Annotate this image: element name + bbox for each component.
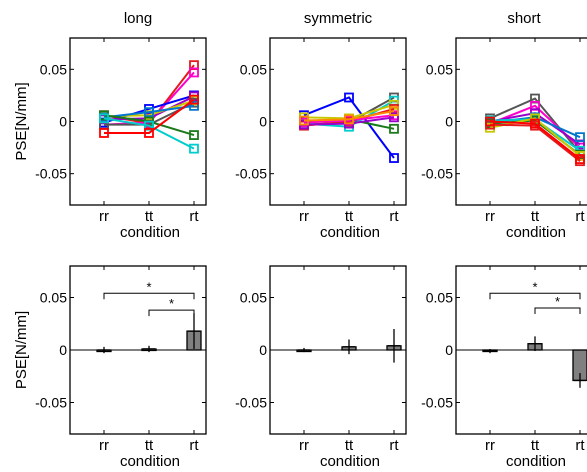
- y-tick-label: 0.05: [426, 290, 453, 306]
- y-axis-label: PSE[N/mm]: [13, 82, 30, 160]
- series-line: [103, 117, 195, 150]
- x-axis-label: condition: [120, 224, 180, 241]
- significance-star: *: [169, 296, 174, 311]
- x-tick-label: tt: [345, 437, 354, 454]
- y-tick-label: -0.05: [421, 166, 453, 182]
- y-tick-label: 0.05: [240, 290, 267, 306]
- data-point-marker: [389, 153, 399, 163]
- x-tick-label: rt: [389, 437, 399, 454]
- x-axis-label: condition: [506, 453, 566, 470]
- x-tick-label: tt: [531, 437, 540, 454]
- panel-title: symmetric: [304, 10, 373, 27]
- y-axis-label: PSE[N/mm]: [13, 311, 30, 389]
- significance-bracket: [534, 307, 581, 314]
- panel-short: short 0.05 0 -0.05 rr tt rt condition: [421, 10, 587, 241]
- series-line: [104, 98, 195, 134]
- x-axis-label: condition: [320, 224, 380, 241]
- x-tick-label: rt: [189, 437, 199, 454]
- x-tick-label: tt: [145, 437, 154, 454]
- y-tick-label: 0: [445, 114, 453, 130]
- y-tick-label: 0.05: [240, 61, 267, 77]
- x-tick-label: rr: [485, 208, 495, 225]
- data-point-marker: [389, 106, 399, 116]
- y-tick-label: -0.05: [235, 395, 267, 411]
- data-point-marker: [389, 112, 399, 123]
- y-tick-label: 0: [259, 114, 267, 130]
- y-tick-label: 0: [445, 342, 453, 358]
- panel-bar-3: 0.05 0 -0.05 rr tt rt condition * *: [421, 265, 587, 470]
- y-tick-label: 0.05: [40, 61, 67, 77]
- x-tick-label: rr: [99, 208, 109, 225]
- data-point-marker: [530, 118, 540, 129]
- series-line: [303, 96, 395, 159]
- data-point-marker: [485, 116, 495, 127]
- y-tick-label: -0.05: [35, 166, 67, 182]
- significance-star: *: [532, 279, 537, 294]
- significance-bracket: [103, 292, 195, 300]
- significance-star: *: [555, 294, 560, 309]
- x-tick-label: rr: [99, 437, 109, 454]
- data-point-marker: [99, 113, 109, 124]
- x-tick-label: tt: [345, 208, 354, 225]
- x-axis-label: condition: [506, 224, 566, 241]
- x-tick-label: rt: [189, 208, 199, 225]
- data-point-marker: [344, 92, 354, 103]
- data-point-marker: [389, 123, 399, 134]
- data-point-marker: [189, 94, 199, 105]
- data-point-marker: [144, 128, 154, 138]
- x-axis-label: condition: [120, 453, 180, 470]
- y-tick-label: 0.05: [40, 290, 67, 306]
- panel-bar-2: 0.05 0 -0.05 rr tt rt condition: [235, 265, 407, 470]
- series-line: [103, 104, 195, 119]
- y-tick-label: -0.05: [35, 395, 67, 411]
- panel-symmetric: symmetric 0.05 0 -0.05 rr tt rt condition: [235, 10, 407, 241]
- x-tick-label: rt: [575, 437, 585, 454]
- x-tick-label: rr: [299, 437, 309, 454]
- data-point-marker: [99, 128, 109, 138]
- significance-bracket: [489, 292, 581, 300]
- y-tick-label: 0.05: [426, 61, 453, 77]
- data-point-marker: [189, 100, 199, 111]
- data-point-marker: [575, 132, 585, 143]
- y-tick-label: 0: [259, 342, 267, 358]
- data-point-marker: [189, 67, 199, 78]
- y-tick-label: 0: [59, 114, 67, 130]
- panel-long: long 0.05 0 -0.05 rr tt rt condition PSE[N/mm]: [13, 10, 207, 241]
- y-tick-label: -0.05: [235, 166, 267, 182]
- panel-title: short: [507, 10, 541, 27]
- series-line: [489, 120, 581, 160]
- data-point-marker: [144, 107, 154, 118]
- x-tick-label: rr: [485, 437, 495, 454]
- y-tick-label: 0: [59, 342, 67, 358]
- series-line: [489, 123, 581, 162]
- x-tick-label: rt: [575, 208, 585, 225]
- x-tick-label: rr: [299, 208, 309, 225]
- data-point-marker: [189, 130, 199, 140]
- x-tick-label: tt: [145, 208, 154, 225]
- significance-bracket: [148, 309, 195, 317]
- x-axis-label: condition: [320, 453, 380, 470]
- data-point-marker: [189, 143, 199, 154]
- y-tick-label: -0.05: [421, 395, 453, 411]
- significance-star: *: [146, 279, 151, 294]
- x-tick-label: tt: [531, 208, 540, 225]
- series-line: [303, 110, 395, 122]
- data-point-marker: [299, 115, 309, 126]
- panel-title: long: [124, 10, 152, 27]
- data-point-marker: [344, 114, 354, 125]
- panel-bar-1: 0.05 0 -0.05 rr tt rt condition PSE[N/mm] * *: [13, 265, 207, 470]
- x-tick-label: rt: [389, 208, 399, 225]
- data-point-marker: [575, 154, 585, 164]
